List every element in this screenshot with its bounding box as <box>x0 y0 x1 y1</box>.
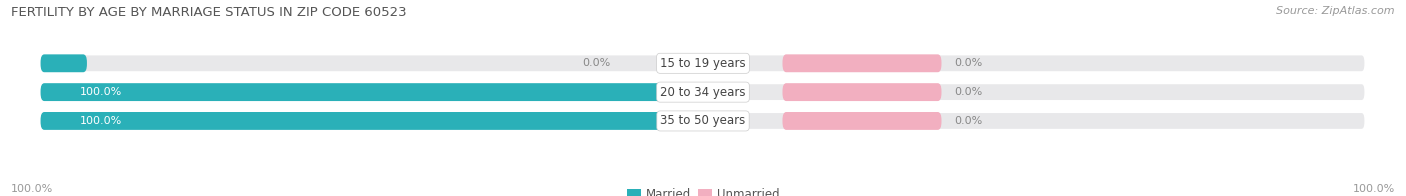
FancyBboxPatch shape <box>41 54 1365 72</box>
FancyBboxPatch shape <box>41 112 1365 130</box>
FancyBboxPatch shape <box>41 112 703 130</box>
FancyBboxPatch shape <box>783 83 942 101</box>
Text: 0.0%: 0.0% <box>955 116 983 126</box>
Text: 100.0%: 100.0% <box>80 87 122 97</box>
FancyBboxPatch shape <box>41 83 703 101</box>
FancyBboxPatch shape <box>783 112 942 130</box>
Text: FERTILITY BY AGE BY MARRIAGE STATUS IN ZIP CODE 60523: FERTILITY BY AGE BY MARRIAGE STATUS IN Z… <box>11 6 406 19</box>
FancyBboxPatch shape <box>41 83 1365 101</box>
Text: 0.0%: 0.0% <box>955 87 983 97</box>
FancyBboxPatch shape <box>783 54 942 72</box>
Text: 100.0%: 100.0% <box>80 116 122 126</box>
Text: 100.0%: 100.0% <box>11 184 53 194</box>
Text: 0.0%: 0.0% <box>582 58 610 68</box>
Text: 35 to 50 years: 35 to 50 years <box>661 114 745 127</box>
FancyBboxPatch shape <box>41 54 87 72</box>
Text: 20 to 34 years: 20 to 34 years <box>661 86 745 99</box>
Text: 0.0%: 0.0% <box>955 58 983 68</box>
Text: 100.0%: 100.0% <box>1353 184 1395 194</box>
Text: 15 to 19 years: 15 to 19 years <box>661 57 745 70</box>
Text: Source: ZipAtlas.com: Source: ZipAtlas.com <box>1277 6 1395 16</box>
Legend: Married, Unmarried: Married, Unmarried <box>621 183 785 196</box>
